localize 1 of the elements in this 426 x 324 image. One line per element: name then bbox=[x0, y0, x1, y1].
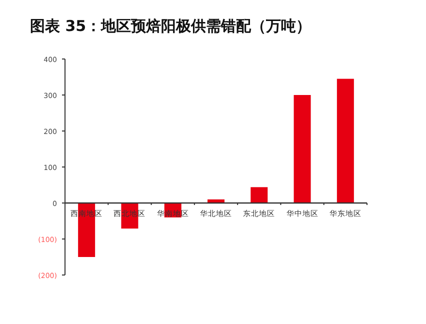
title: 图表 35：地区预焙阳极供需错配（万吨） bbox=[30, 17, 312, 35]
